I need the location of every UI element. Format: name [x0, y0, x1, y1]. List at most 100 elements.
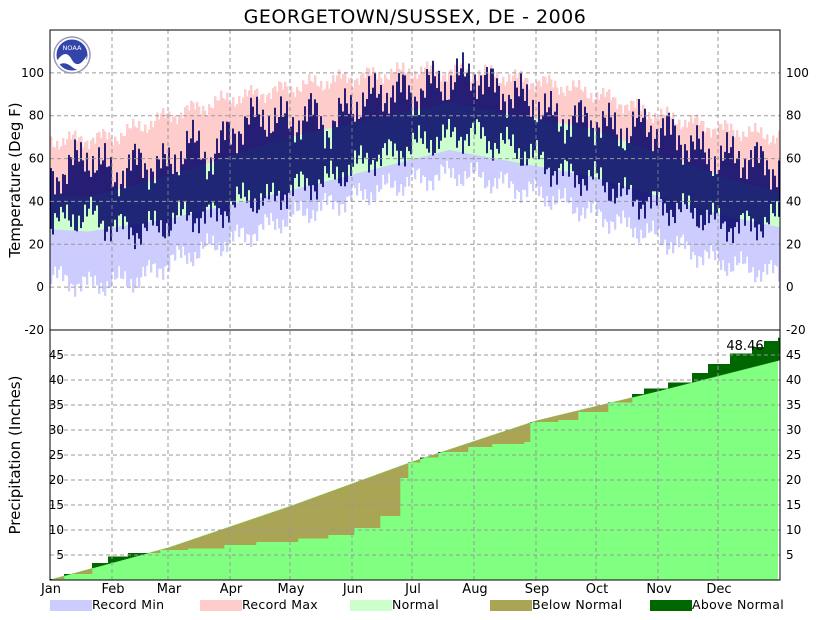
- observed-bar: [264, 129, 266, 199]
- below-normal-bar: [184, 542, 187, 550]
- month-label: Mar: [157, 582, 182, 597]
- below-normal-bar: [188, 540, 191, 549]
- record-max-bar: [60, 146, 63, 196]
- above-normal-bar: [698, 373, 701, 381]
- record-max-bar: [112, 145, 115, 191]
- observed-bar: [184, 158, 186, 202]
- below-normal-bar: [276, 510, 279, 542]
- observed-bar: [156, 156, 158, 227]
- month-label: Aug: [462, 582, 487, 597]
- below-normal-bar: [306, 500, 309, 539]
- record-max-bar: [538, 80, 541, 120]
- record-max-bar: [200, 114, 203, 166]
- below-normal-bar: [484, 437, 487, 447]
- precip-tick-left: 5: [56, 548, 64, 562]
- record-max-bar: [358, 85, 361, 123]
- precip-tick-right: 15: [786, 498, 801, 512]
- observed-bar: [72, 165, 74, 215]
- above-normal-bar: [750, 353, 753, 368]
- above-normal-bar: [720, 364, 723, 376]
- below-normal-bar: [582, 409, 585, 412]
- below-normal-bar: [268, 513, 271, 542]
- observed-bar: [328, 137, 330, 178]
- above-normal-bar: [674, 382, 677, 387]
- observed-bar: [288, 128, 290, 193]
- precip-tick-left: 35: [49, 398, 64, 412]
- normal-bar: [506, 113, 509, 161]
- below-normal-bar: [540, 419, 543, 422]
- observed-bar: [470, 90, 472, 128]
- record-max-bar: [546, 83, 549, 121]
- above-normal-bar: [734, 353, 737, 372]
- record-max-bar: [328, 88, 331, 129]
- record-max-bar: [570, 91, 573, 126]
- observed-bar: [512, 108, 514, 135]
- record-max-bar: [290, 86, 293, 137]
- observed-bar: [468, 63, 470, 146]
- above-normal-bar: [106, 563, 109, 565]
- below-normal-bar: [80, 571, 83, 574]
- observed-bar: [140, 152, 142, 245]
- record-max-bar: [552, 87, 555, 122]
- observed-bar: [482, 94, 484, 128]
- record-max-bar: [248, 90, 251, 150]
- above-normal-bar: [662, 388, 665, 390]
- observed-bar: [352, 113, 354, 167]
- observed-bar: [746, 179, 748, 211]
- record-max-bar: [582, 91, 585, 128]
- above-normal-bar: [104, 563, 107, 565]
- observed-bar: [380, 84, 382, 167]
- record-max-bar: [218, 100, 221, 160]
- observed-bar: [630, 136, 632, 185]
- temp-tick-left: 100: [21, 66, 44, 80]
- observed-bar: [584, 106, 586, 186]
- record-max-bar: [406, 74, 409, 112]
- observed-bar: [766, 160, 768, 223]
- observed-bar: [384, 103, 386, 144]
- observed-bar: [600, 137, 602, 168]
- temperature-panel: [50, 52, 781, 297]
- observed-bar: [60, 193, 62, 207]
- observed-bar: [734, 163, 736, 228]
- above-normal-bar: [686, 382, 689, 384]
- below-normal-bar: [550, 417, 553, 422]
- above-normal-bar: [754, 347, 757, 367]
- observed-bar: [202, 158, 204, 212]
- record-max-bar: [576, 87, 579, 127]
- observed-bar: [472, 83, 474, 123]
- observed-bar: [758, 163, 760, 225]
- temp-tick-right: 20: [786, 237, 801, 251]
- observed-bar: [488, 86, 490, 142]
- record-max-bar: [704, 132, 707, 171]
- normal-bar: [478, 108, 481, 156]
- observed-bar: [244, 116, 246, 197]
- record-max-bar: [292, 92, 295, 137]
- below-normal-bar: [486, 437, 489, 447]
- above-normal-bar: [422, 457, 425, 459]
- below-normal-bar: [284, 508, 287, 542]
- below-normal-bar: [588, 407, 591, 412]
- below-normal-bar: [570, 412, 573, 420]
- below-normal-bar: [286, 507, 289, 542]
- record-max-bar: [518, 73, 521, 116]
- below-normal-bar: [552, 416, 555, 422]
- record-max-bar: [118, 144, 121, 190]
- observed-bar: [610, 117, 612, 202]
- below-normal-bar: [398, 466, 401, 516]
- below-normal-bar: [510, 429, 513, 444]
- observed-bar: [232, 128, 234, 205]
- record-max-bar: [278, 81, 281, 141]
- observed-bar: [272, 131, 274, 183]
- below-normal-bar: [314, 497, 317, 539]
- below-normal-bar: [500, 432, 503, 444]
- legend-swatch: [50, 600, 92, 611]
- observed-bar: [370, 93, 372, 165]
- observed-bar: [448, 99, 450, 119]
- observed-bar: [256, 96, 258, 214]
- above-normal-bar: [652, 388, 655, 393]
- observed-bar: [360, 117, 362, 146]
- record-max-bar: [296, 86, 299, 136]
- observed-bar: [776, 187, 778, 202]
- record-max-bar: [184, 107, 187, 171]
- observed-bar: [534, 120, 536, 151]
